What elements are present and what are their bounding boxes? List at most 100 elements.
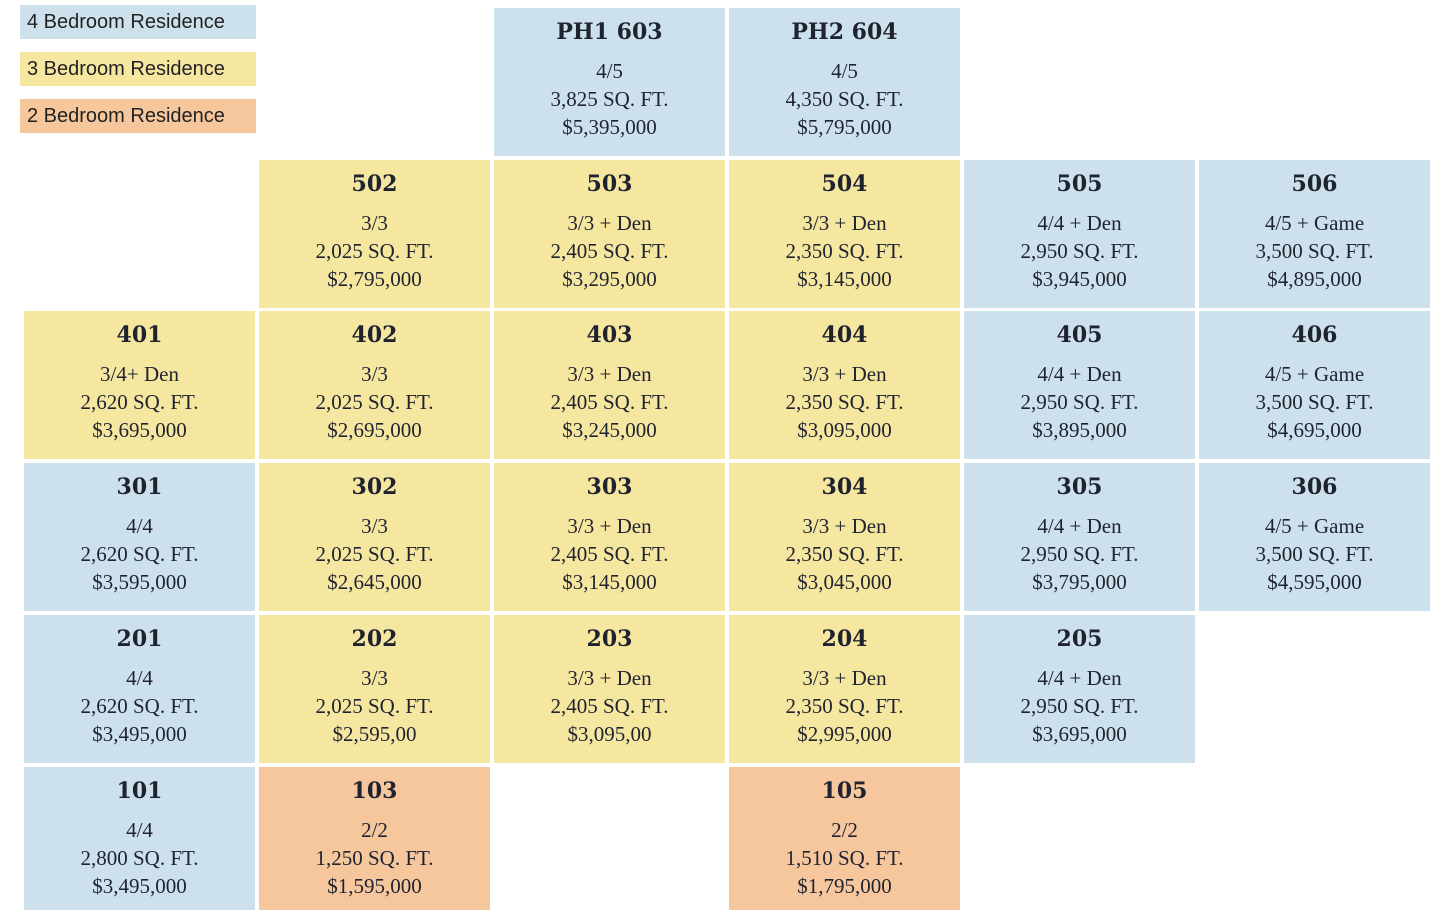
unit-card-503[interactable]: 503 3/3 + Den 2,405 SQ. FT. $3,295,000 xyxy=(494,160,725,308)
unit-details: 3/3 + Den 2,350 SQ. FT. $3,145,000 xyxy=(729,209,960,293)
unit-details: 4/4 + Den 2,950 SQ. FT. $3,695,000 xyxy=(964,664,1195,748)
unit-details: 3/3 2,025 SQ. FT. $2,595,00 xyxy=(259,664,490,748)
unit-config: 3/3 + Den xyxy=(567,362,652,386)
unit-card-ph2-604[interactable]: PH2 604 4/5 4,350 SQ. FT. $5,795,000 xyxy=(729,8,960,156)
legend-4-bedroom: 4 Bedroom Residence xyxy=(20,5,256,39)
unit-config: 4/5 xyxy=(596,59,623,83)
unit-price: $2,795,000 xyxy=(327,267,422,291)
unit-config: 4/4 + Den xyxy=(1037,362,1122,386)
unit-details: 4/5 + Game 3,500 SQ. FT. $4,695,000 xyxy=(1199,360,1430,444)
unit-price: $5,795,000 xyxy=(797,115,892,139)
unit-card-401[interactable]: 401 3/4+ Den 2,620 SQ. FT. $3,695,000 xyxy=(24,311,255,459)
unit-number: 202 xyxy=(351,626,398,652)
unit-card-103[interactable]: 103 2/2 1,250 SQ. FT. $1,595,000 xyxy=(259,767,490,910)
unit-card-304[interactable]: 304 3/3 + Den 2,350 SQ. FT. $3,045,000 xyxy=(729,463,960,611)
unit-card-302[interactable]: 302 3/3 2,025 SQ. FT. $2,645,000 xyxy=(259,463,490,611)
unit-details: 4/5 + Game 3,500 SQ. FT. $4,595,000 xyxy=(1199,512,1430,596)
unit-area: 2,620 SQ. FT. xyxy=(80,694,199,718)
unit-card-403[interactable]: 403 3/3 + Den 2,405 SQ. FT. $3,245,000 xyxy=(494,311,725,459)
unit-number: 504 xyxy=(821,171,868,197)
unit-area: 2,350 SQ. FT. xyxy=(785,542,904,566)
unit-details: 3/3 2,025 SQ. FT. $2,645,000 xyxy=(259,512,490,596)
unit-price: $1,595,000 xyxy=(327,874,422,898)
unit-config: 3/3 xyxy=(361,666,388,690)
unit-card-404[interactable]: 404 3/3 + Den 2,350 SQ. FT. $3,095,000 xyxy=(729,311,960,459)
unit-details: 3/4+ Den 2,620 SQ. FT. $3,695,000 xyxy=(24,360,255,444)
unit-config: 4/4 xyxy=(126,666,153,690)
unit-config: 4/4 xyxy=(126,818,153,842)
unit-card-405[interactable]: 405 4/4 + Den 2,950 SQ. FT. $3,895,000 xyxy=(964,311,1195,459)
unit-config: 4/4 xyxy=(126,514,153,538)
unit-number: 105 xyxy=(821,778,868,804)
unit-price: $3,295,000 xyxy=(562,267,657,291)
unit-card-101[interactable]: 101 4/4 2,800 SQ. FT. $3,495,000 xyxy=(24,767,255,910)
unit-config: 3/3 xyxy=(361,362,388,386)
unit-details: 2/2 1,250 SQ. FT. $1,595,000 xyxy=(259,816,490,900)
unit-card-303[interactable]: 303 3/3 + Den 2,405 SQ. FT. $3,145,000 xyxy=(494,463,725,611)
unit-number: 403 xyxy=(586,322,633,348)
unit-card-305[interactable]: 305 4/4 + Den 2,950 SQ. FT. $3,795,000 xyxy=(964,463,1195,611)
unit-area: 2,405 SQ. FT. xyxy=(550,694,669,718)
unit-config: 4/5 + Game xyxy=(1264,362,1365,386)
unit-details: 4/4 2,620 SQ. FT. $3,595,000 xyxy=(24,512,255,596)
unit-card-201[interactable]: 201 4/4 2,620 SQ. FT. $3,495,000 xyxy=(24,615,255,763)
unit-area: 2,405 SQ. FT. xyxy=(550,542,669,566)
unit-config: 3/3 + Den xyxy=(567,666,652,690)
unit-price: $3,695,000 xyxy=(92,418,187,442)
unit-config: 4/4 + Den xyxy=(1037,666,1122,690)
unit-number: 304 xyxy=(821,474,868,500)
unit-config: 4/4 + Den xyxy=(1037,514,1122,538)
unit-card-ph1-603[interactable]: PH1 603 4/5 3,825 SQ. FT. $5,395,000 xyxy=(494,8,725,156)
unit-card-202[interactable]: 202 3/3 2,025 SQ. FT. $2,595,00 xyxy=(259,615,490,763)
unit-price: $1,795,000 xyxy=(797,874,892,898)
unit-area: 3,500 SQ. FT. xyxy=(1255,542,1374,566)
unit-details: 4/5 4,350 SQ. FT. $5,795,000 xyxy=(729,57,960,141)
unit-number: 103 xyxy=(351,778,398,804)
unit-card-506[interactable]: 506 4/5 + Game 3,500 SQ. FT. $4,895,000 xyxy=(1199,160,1430,308)
unit-details: 4/4 2,620 SQ. FT. $3,495,000 xyxy=(24,664,255,748)
unit-price: $3,495,000 xyxy=(92,722,187,746)
unit-number: 402 xyxy=(351,322,398,348)
unit-area: 3,825 SQ. FT. xyxy=(550,87,669,111)
unit-card-402[interactable]: 402 3/3 2,025 SQ. FT. $2,695,000 xyxy=(259,311,490,459)
unit-config: 2/2 xyxy=(831,818,858,842)
unit-card-502[interactable]: 502 3/3 2,025 SQ. FT. $2,795,000 xyxy=(259,160,490,308)
unit-number: 503 xyxy=(586,171,633,197)
unit-card-105[interactable]: 105 2/2 1,510 SQ. FT. $1,795,000 xyxy=(729,767,960,910)
unit-card-504[interactable]: 504 3/3 + Den 2,350 SQ. FT. $3,145,000 xyxy=(729,160,960,308)
unit-card-505[interactable]: 505 4/4 + Den 2,950 SQ. FT. $3,945,000 xyxy=(964,160,1195,308)
unit-area: 2,950 SQ. FT. xyxy=(1020,542,1139,566)
unit-number: 401 xyxy=(116,322,163,348)
unit-number: 205 xyxy=(1056,626,1103,652)
unit-config: 3/3 xyxy=(361,211,388,235)
unit-area: 1,250 SQ. FT. xyxy=(315,846,434,870)
unit-price: $2,995,000 xyxy=(797,722,892,746)
unit-card-306[interactable]: 306 4/5 + Game 3,500 SQ. FT. $4,595,000 xyxy=(1199,463,1430,611)
unit-config: 3/3 + Den xyxy=(802,211,887,235)
unit-config: 3/3 + Den xyxy=(802,666,887,690)
unit-price: $2,695,000 xyxy=(327,418,422,442)
unit-area: 3,500 SQ. FT. xyxy=(1255,390,1374,414)
unit-price: $3,245,000 xyxy=(562,418,657,442)
unit-details: 4/5 + Game 3,500 SQ. FT. $4,895,000 xyxy=(1199,209,1430,293)
unit-details: 4/4 + Den 2,950 SQ. FT. $3,795,000 xyxy=(964,512,1195,596)
unit-card-205[interactable]: 205 4/4 + Den 2,950 SQ. FT. $3,695,000 xyxy=(964,615,1195,763)
unit-card-204[interactable]: 204 3/3 + Den 2,350 SQ. FT. $2,995,000 xyxy=(729,615,960,763)
unit-area: 2,800 SQ. FT. xyxy=(80,846,199,870)
unit-config: 3/3 xyxy=(361,514,388,538)
unit-number: 306 xyxy=(1291,474,1338,500)
unit-card-301[interactable]: 301 4/4 2,620 SQ. FT. $3,595,000 xyxy=(24,463,255,611)
unit-area: 2,025 SQ. FT. xyxy=(315,239,434,263)
unit-details: 3/3 + Den 2,350 SQ. FT. $3,095,000 xyxy=(729,360,960,444)
unit-card-203[interactable]: 203 3/3 + Den 2,405 SQ. FT. $3,095,00 xyxy=(494,615,725,763)
unit-config: 3/4+ Den xyxy=(100,362,179,386)
unit-number: 204 xyxy=(821,626,868,652)
unit-config: 4/5 + Game xyxy=(1264,514,1365,538)
unit-card-406[interactable]: 406 4/5 + Game 3,500 SQ. FT. $4,695,000 xyxy=(1199,311,1430,459)
unit-number: 506 xyxy=(1291,171,1338,197)
unit-details: 3/3 + Den 2,405 SQ. FT. $3,145,000 xyxy=(494,512,725,596)
unit-config: 4/5 xyxy=(831,59,858,83)
unit-number: 404 xyxy=(821,322,868,348)
unit-area: 2,350 SQ. FT. xyxy=(785,694,904,718)
unit-area: 2,620 SQ. FT. xyxy=(80,542,199,566)
